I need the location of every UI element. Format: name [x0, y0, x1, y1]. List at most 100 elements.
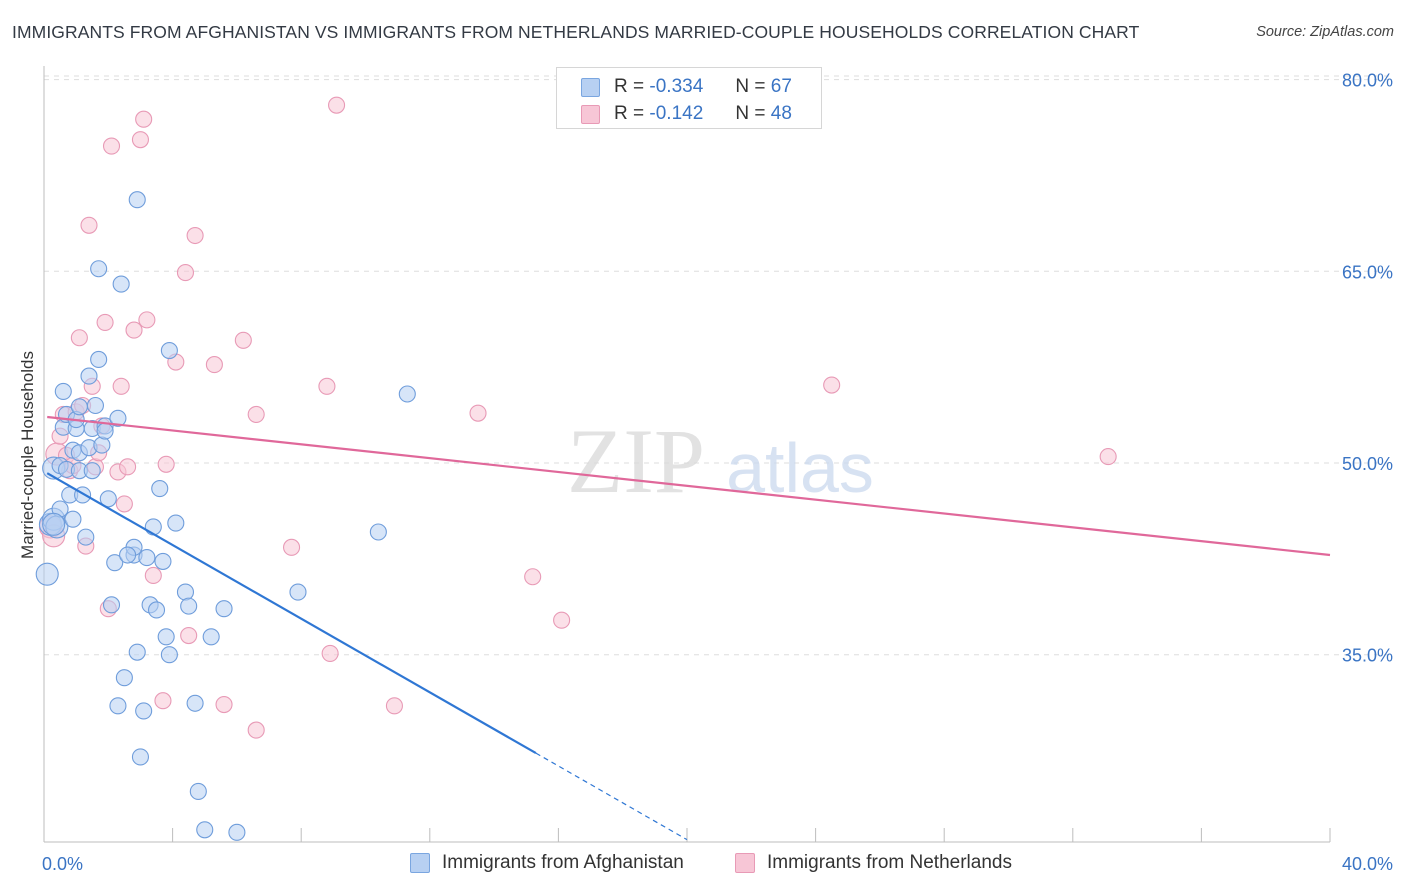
y-tick-label: 50.0% — [1342, 454, 1393, 474]
netherlands-point — [247, 721, 265, 739]
netherlands-point — [115, 495, 133, 513]
series-label-netherlands: Immigrants from Netherlands — [767, 852, 1012, 873]
legend-n-value-netherlands: 48 — [770, 103, 792, 124]
afghanistan-point — [147, 601, 166, 619]
afghanistan-point — [54, 382, 72, 400]
afghanistan-point — [398, 385, 416, 403]
netherlands-point — [321, 644, 339, 662]
netherlands-point — [1099, 448, 1117, 466]
afghanistan-point — [80, 367, 98, 385]
netherlands-point — [186, 226, 204, 245]
afghanistan-point — [102, 596, 121, 614]
y-tick-label: 65.0% — [1342, 262, 1393, 282]
netherlands-point — [102, 137, 121, 155]
axes — [43, 66, 1331, 843]
afghanistan-trend-extension — [535, 752, 688, 841]
afghanistan-point — [131, 748, 149, 766]
legend-swatch-netherlands — [581, 104, 600, 124]
afghanistan-point — [99, 490, 117, 508]
afghanistan-point — [180, 597, 198, 615]
netherlands-point — [553, 611, 571, 629]
series-legend-netherlands[interactable]: Immigrants from Netherlands — [735, 852, 1012, 874]
netherlands-point — [234, 331, 252, 349]
afghanistan-point — [35, 562, 59, 586]
afghanistan-point — [215, 600, 233, 618]
afghanistan-point — [93, 436, 111, 454]
afghanistan-point — [64, 510, 82, 528]
netherlands-point — [138, 311, 156, 329]
afghanistan-point — [151, 480, 169, 498]
netherlands-point — [80, 216, 98, 234]
netherlands-trend-line — [47, 415, 1331, 557]
netherlands-point — [205, 356, 223, 374]
afghanistan-point — [160, 646, 178, 664]
afghanistan-point — [128, 643, 146, 661]
source-credit: Source: ZipAtlas.com — [1256, 24, 1394, 40]
afghanistan-point — [369, 523, 387, 541]
netherlands-point — [215, 695, 233, 714]
legend-r-value-netherlands: -0.142 — [649, 103, 704, 124]
legend-r-label: R = — [614, 103, 645, 124]
netherlands-point — [96, 313, 114, 331]
x-tick-label-max: 40.0% — [1342, 854, 1393, 874]
afghanistan-point — [109, 409, 127, 427]
afghanistan-point — [138, 549, 156, 567]
afghanistan-point — [189, 782, 207, 800]
netherlands-point — [318, 377, 336, 395]
afghanistan-point — [77, 528, 95, 546]
netherlands-point — [112, 377, 130, 395]
series-swatch-afghanistan — [410, 853, 430, 873]
afghanistan-point — [42, 512, 66, 536]
afghanistan-point — [176, 583, 195, 601]
afghanistan-point — [86, 396, 104, 415]
legend-row-afghanistan: R = -0.334 N = 67 — [557, 74, 792, 100]
series-label-afghanistan: Immigrants from Afghanistan — [442, 852, 684, 873]
afghanistan-point — [109, 697, 127, 715]
netherlands-point — [328, 96, 346, 114]
afghanistan-point — [96, 422, 114, 440]
afghanistan-point — [228, 823, 246, 841]
series-legend: Immigrants from Afghanistan Immigrants f… — [0, 852, 1406, 878]
afghanistan-point — [144, 518, 162, 536]
afghanistan-point — [196, 821, 214, 839]
netherlands-point — [135, 110, 153, 128]
legend-n-label: N = — [735, 76, 766, 97]
afghanistan-point — [83, 462, 101, 480]
afghanistan-point — [128, 191, 146, 209]
netherlands-point — [247, 405, 265, 423]
watermark-atlas: atlas — [726, 429, 874, 507]
afghanistan-trend-line — [46, 472, 537, 755]
afghanistan-point — [186, 694, 204, 712]
netherlands-point — [70, 329, 88, 347]
netherlands-point — [283, 538, 301, 556]
netherlands-point — [180, 626, 198, 645]
netherlands-point — [119, 458, 137, 476]
x-tick-label-min: 0.0% — [42, 854, 83, 874]
netherlands-point — [125, 321, 143, 339]
afghanistan-point — [135, 702, 153, 720]
gridlines — [44, 75, 1392, 656]
afghanistan-point — [289, 583, 307, 601]
legend-r-label: R = — [614, 76, 645, 97]
trend-lines — [46, 415, 1331, 841]
afghanistan-point — [202, 628, 220, 646]
afghanistan-point — [167, 514, 185, 532]
watermark-zip: ZIP — [567, 410, 705, 512]
legend-swatch-afghanistan — [581, 77, 600, 97]
tick-labels: 35.0% 50.0% 65.0% 80.0% 0.0% 40.0% — [42, 71, 1393, 874]
netherlands-point — [469, 404, 487, 422]
series-legend-afghanistan[interactable]: Immigrants from Afghanistan — [410, 852, 684, 874]
netherlands-point — [823, 376, 841, 394]
correlation-legend: R = -0.334 N = 67 R = -0.142 N = 48 — [556, 67, 822, 129]
netherlands-point — [131, 131, 149, 149]
series-swatch-netherlands — [735, 853, 755, 873]
netherlands-point — [176, 264, 195, 282]
legend-n-value-afghanistan: 67 — [770, 76, 792, 97]
netherlands-point — [524, 568, 542, 586]
afghanistan-point — [112, 275, 130, 293]
afghanistan-point — [160, 341, 178, 360]
afghanistan-point — [119, 546, 137, 564]
legend-n-label: N = — [735, 103, 766, 124]
afghanistan-point — [70, 398, 88, 416]
